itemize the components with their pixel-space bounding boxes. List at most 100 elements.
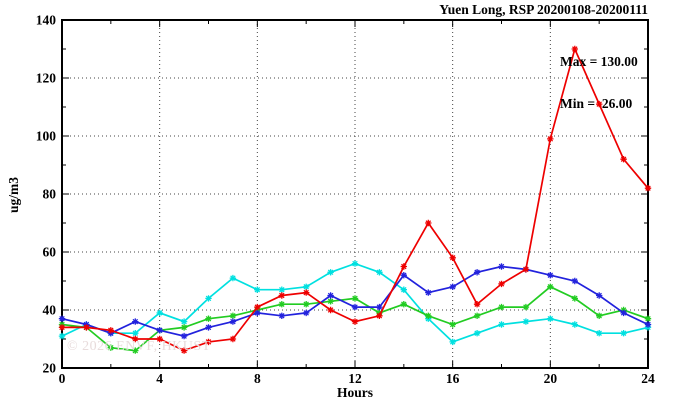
series-blue-marker <box>327 292 334 299</box>
series-red-marker <box>156 335 163 343</box>
series-red-marker <box>376 312 383 319</box>
series-red-marker <box>351 318 359 325</box>
series-red-marker <box>473 301 481 308</box>
series-blue-marker <box>449 283 456 290</box>
x-tick-label: 24 <box>641 371 655 386</box>
series-cyan-marker <box>571 321 578 328</box>
series-blue-marker <box>58 315 66 322</box>
series-green-marker <box>547 283 554 290</box>
chart-title: Yuen Long, RSP 20200108-20200111 <box>439 2 648 17</box>
series-red-marker <box>254 303 261 311</box>
series-cyan-marker <box>351 260 359 267</box>
series-blue-marker <box>644 321 652 328</box>
series-blue-marker <box>571 277 578 285</box>
series-cyan-marker <box>303 283 310 290</box>
series-cyan-marker <box>376 269 383 276</box>
series-red-marker <box>83 324 90 331</box>
series-green-marker <box>522 303 530 311</box>
x-tick-label: 12 <box>348 371 362 386</box>
series-cyan-marker <box>229 274 237 282</box>
series-cyan-marker <box>58 332 66 340</box>
x-axis-label: Hours <box>336 385 373 400</box>
series-blue-marker <box>351 303 359 311</box>
series-green-marker <box>327 298 334 305</box>
series-green-marker <box>449 321 456 328</box>
y-tick-label: 40 <box>43 303 57 318</box>
series-red-marker <box>425 219 432 227</box>
series-red-marker <box>498 280 505 288</box>
watermark: © 2026 ENVF, HKUST <box>67 339 211 354</box>
series-red-marker <box>449 254 456 261</box>
min-value-label: Min = 26.00 <box>560 96 633 111</box>
series-blue-marker <box>156 327 163 334</box>
series-cyan-marker <box>205 295 212 302</box>
series-red-marker <box>327 306 334 314</box>
series-cyan-marker <box>547 315 554 322</box>
series-red-marker <box>58 324 66 331</box>
series-cyan-marker <box>596 330 603 337</box>
series-cyan-marker <box>498 321 505 328</box>
maxmin-annotation: Max = 130.00 Min = 26.00 <box>560 27 638 139</box>
series-green-marker <box>278 301 285 308</box>
series-cyan-marker <box>278 286 285 293</box>
series-red-marker <box>278 292 285 299</box>
y-tick-label: 20 <box>43 361 57 376</box>
y-axis-label: ug/m3 <box>6 177 21 214</box>
series-cyan-line <box>61 262 649 343</box>
series-red-marker <box>400 263 407 270</box>
x-tick-label: 8 <box>254 371 261 386</box>
series-blue-marker <box>596 292 603 299</box>
series-cyan-marker <box>327 269 334 276</box>
series-red-marker <box>620 155 627 163</box>
series-blue-marker <box>132 318 139 325</box>
series-cyan-marker <box>254 286 261 293</box>
series-blue-marker <box>547 272 554 279</box>
series-green-marker <box>303 301 310 308</box>
series-red-marker <box>205 338 212 346</box>
tick-labels: 0 4 8 12 16 20 24 20 40 60 80 100 120 140 <box>36 13 655 387</box>
series-cyan-marker <box>156 309 163 317</box>
series-cyan-marker <box>400 286 407 293</box>
series-cyan-marker <box>132 330 139 337</box>
y-tick-label: 60 <box>43 245 57 260</box>
series-green-marker <box>180 324 188 331</box>
series-cyan-marker <box>620 330 627 337</box>
y-tick-label: 80 <box>43 187 57 202</box>
x-tick-label: 16 <box>446 371 460 386</box>
series-red-marker <box>229 335 237 343</box>
series-cyan-marker <box>449 338 456 346</box>
series-green-marker <box>644 315 652 322</box>
series-red-marker <box>303 289 310 296</box>
series-blue-marker <box>205 324 212 331</box>
series-red-marker <box>571 45 578 53</box>
series-green-marker <box>107 344 115 351</box>
series-cyan-marker <box>522 318 530 325</box>
series-green-marker <box>229 312 237 319</box>
series-red-marker <box>107 327 115 334</box>
series-red-marker <box>547 135 554 143</box>
series-blue-marker <box>425 289 432 296</box>
series-green-marker <box>498 303 505 311</box>
series-green-marker <box>571 295 578 302</box>
series-blue-marker <box>620 309 627 317</box>
x-tick-label: 4 <box>156 371 163 386</box>
y-tick-label: 140 <box>36 13 57 28</box>
series-red-marker <box>644 184 652 192</box>
series-red-marker <box>522 266 530 273</box>
plot-border <box>61 19 649 369</box>
series-red-marker <box>132 335 139 343</box>
series-blue-marker <box>254 309 261 317</box>
max-value-label: Max = 130.00 <box>560 54 638 69</box>
y-tick-label: 100 <box>36 129 57 144</box>
x-tick-label: 0 <box>59 371 66 386</box>
x-tick-label: 20 <box>544 371 558 386</box>
series-blue-marker <box>400 272 407 279</box>
series-green-marker <box>473 312 481 319</box>
series-red-marker <box>180 347 188 354</box>
series-green-marker <box>351 295 359 302</box>
series-blue-marker <box>303 309 310 317</box>
series-blue-marker <box>278 312 285 319</box>
series-green-marker <box>400 301 407 308</box>
